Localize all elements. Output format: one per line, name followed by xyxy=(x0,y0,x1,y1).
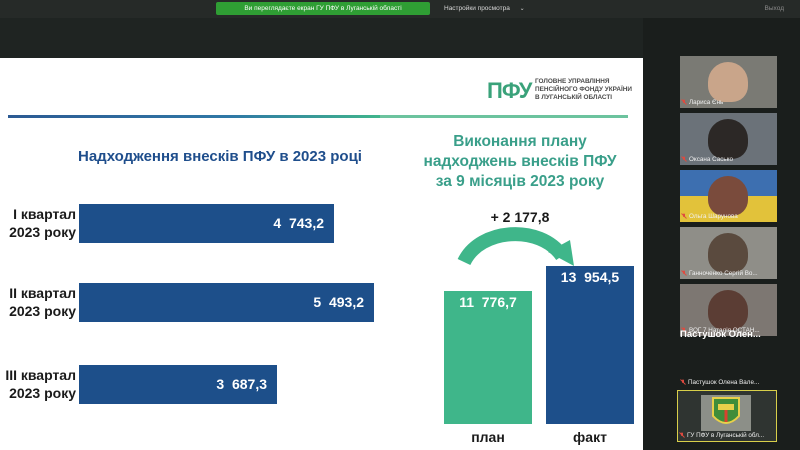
left-chart-title: Надходження внесків ПФУ в 2023 році xyxy=(78,148,362,165)
logo-line: В ЛУГАНСЬКІЙ ОБЛАСТІ xyxy=(535,94,613,101)
participant-name-text: Ганноченко Сергій Во... xyxy=(689,270,758,277)
muted-mic-icon xyxy=(681,213,687,219)
participant-name: Оксана Сасько xyxy=(681,155,776,164)
view-settings-menu[interactable]: Настройки просмотра ⌄ xyxy=(444,3,525,15)
bar-value-label: 4 743,2 xyxy=(273,215,324,231)
active-speaker-label: Пастушок Олен... xyxy=(680,329,761,340)
quarter-label-line: 2023 року xyxy=(9,303,76,319)
bar-value-label: 5 493,2 xyxy=(313,294,364,310)
pfu-logo-caption: ГОЛОВНЕ УПРАВЛІННЯ ПЕНСІЙНОГО ФОНДУ УКРА… xyxy=(535,78,635,102)
muted-mic-icon xyxy=(681,156,687,162)
bar-value-label: 11 776,7 xyxy=(459,294,517,310)
participant-video xyxy=(708,233,748,273)
difference-annotation: + 2 177,8 xyxy=(490,209,550,225)
participant-video xyxy=(708,119,748,159)
screen-share-notice[interactable]: Ви переглядаєте екран ГУ ПФУ в Луганські… xyxy=(216,2,430,15)
participant-name: Лариса Єнь xyxy=(681,98,776,107)
category-label: факт xyxy=(573,429,607,445)
muted-mic-icon xyxy=(681,270,687,276)
participant-video xyxy=(708,62,748,102)
slide-accent-bar xyxy=(8,115,380,118)
quarter-label-line: II квартал xyxy=(9,285,76,301)
muted-mic-icon xyxy=(680,379,686,385)
participant-name-text: Пастушок Олена Вале... xyxy=(688,379,760,386)
bar: 13 954,5 xyxy=(546,266,634,424)
participant-name-text: Ольга Шарунова xyxy=(689,213,738,220)
bar: 3 687,3 xyxy=(79,365,277,404)
muted-mic-icon xyxy=(679,432,685,438)
view-settings-label: Настройки просмотра xyxy=(444,5,510,12)
participant-tile[interactable]: Лариса Єнь xyxy=(680,56,777,108)
participant-video xyxy=(708,176,748,216)
participant-tile[interactable]: Ольга Шарунова xyxy=(680,170,777,222)
quarter-label-line: I квартал xyxy=(13,206,76,222)
logo-line: ПЕНСІЙНОГО ФОНДУ УКРАЇНИ xyxy=(535,86,632,93)
quarter-label: I квартал 2023 року xyxy=(0,205,76,241)
quarter-label-line: 2023 року xyxy=(9,385,76,401)
right-title-line: надходжень внесків ПФУ xyxy=(423,153,617,170)
participant-tile[interactable]: Оксана Сасько xyxy=(680,113,777,165)
logo-line: ГОЛОВНЕ УПРАВЛІННЯ xyxy=(535,78,610,85)
participant-name: Ольга Шарунова xyxy=(681,212,776,221)
quarter-label-line: 2023 року xyxy=(9,224,76,240)
right-title-line: за 9 місяців 2023 року xyxy=(435,173,605,190)
right-title-line: Виконання плану xyxy=(453,133,587,150)
top-bar: Ви переглядаєте екран ГУ ПФУ в Луганські… xyxy=(0,0,800,18)
participant-name-text: Оксана Сасько xyxy=(689,156,733,163)
pfu-logo: ПФУ xyxy=(487,78,532,103)
participant-name: ГУ ПФУ в Луганській обл... xyxy=(679,431,775,440)
quarter-label: III квартал 2023 року xyxy=(0,366,76,402)
bar: 5 493,2 xyxy=(79,283,374,322)
bar: 4 743,2 xyxy=(79,204,334,243)
quarter-label-line: III квартал xyxy=(5,367,76,383)
bar-value-label: 3 687,3 xyxy=(216,376,267,392)
participant-video xyxy=(708,290,748,330)
participant-name-text: Лариса Єнь xyxy=(689,99,724,106)
participant-name: Ганноченко Сергій Во... xyxy=(681,269,776,278)
participant-name: Пастушок Олена Вале... xyxy=(680,378,780,387)
category-label: план xyxy=(471,429,505,445)
muted-mic-icon xyxy=(681,99,687,105)
curved-arrow-icon xyxy=(457,227,574,266)
participant-name-text: ГУ ПФУ в Луганській обл... xyxy=(687,432,765,439)
participant-tile[interactable]: ВОГ 7 Наталія ОСТАН... xyxy=(680,284,777,336)
quarter-label: II квартал 2023 року xyxy=(0,284,76,320)
right-chart-title: Виконання плану надходжень внесків ПФУ з… xyxy=(400,132,640,192)
slide-accent-bar-green xyxy=(380,115,628,118)
participant-name-text: ВОГ 7 Наталія ОСТАН... xyxy=(689,327,760,334)
chevron-down-icon: ⌄ xyxy=(519,6,525,12)
participant-tile-active[interactable]: ГУ ПФУ в Луганській обл... xyxy=(677,390,777,442)
coat-of-arms-icon xyxy=(712,397,740,424)
bar: 11 776,7 xyxy=(444,291,532,424)
muted-mic-icon xyxy=(681,327,687,333)
participant-name: ВОГ 7 Наталія ОСТАН... xyxy=(681,326,776,335)
participant-tile[interactable]: Ганноченко Сергій Во... xyxy=(680,227,777,279)
bar-value-label: 13 954,5 xyxy=(560,269,620,285)
exit-button[interactable]: Выход xyxy=(764,5,784,12)
